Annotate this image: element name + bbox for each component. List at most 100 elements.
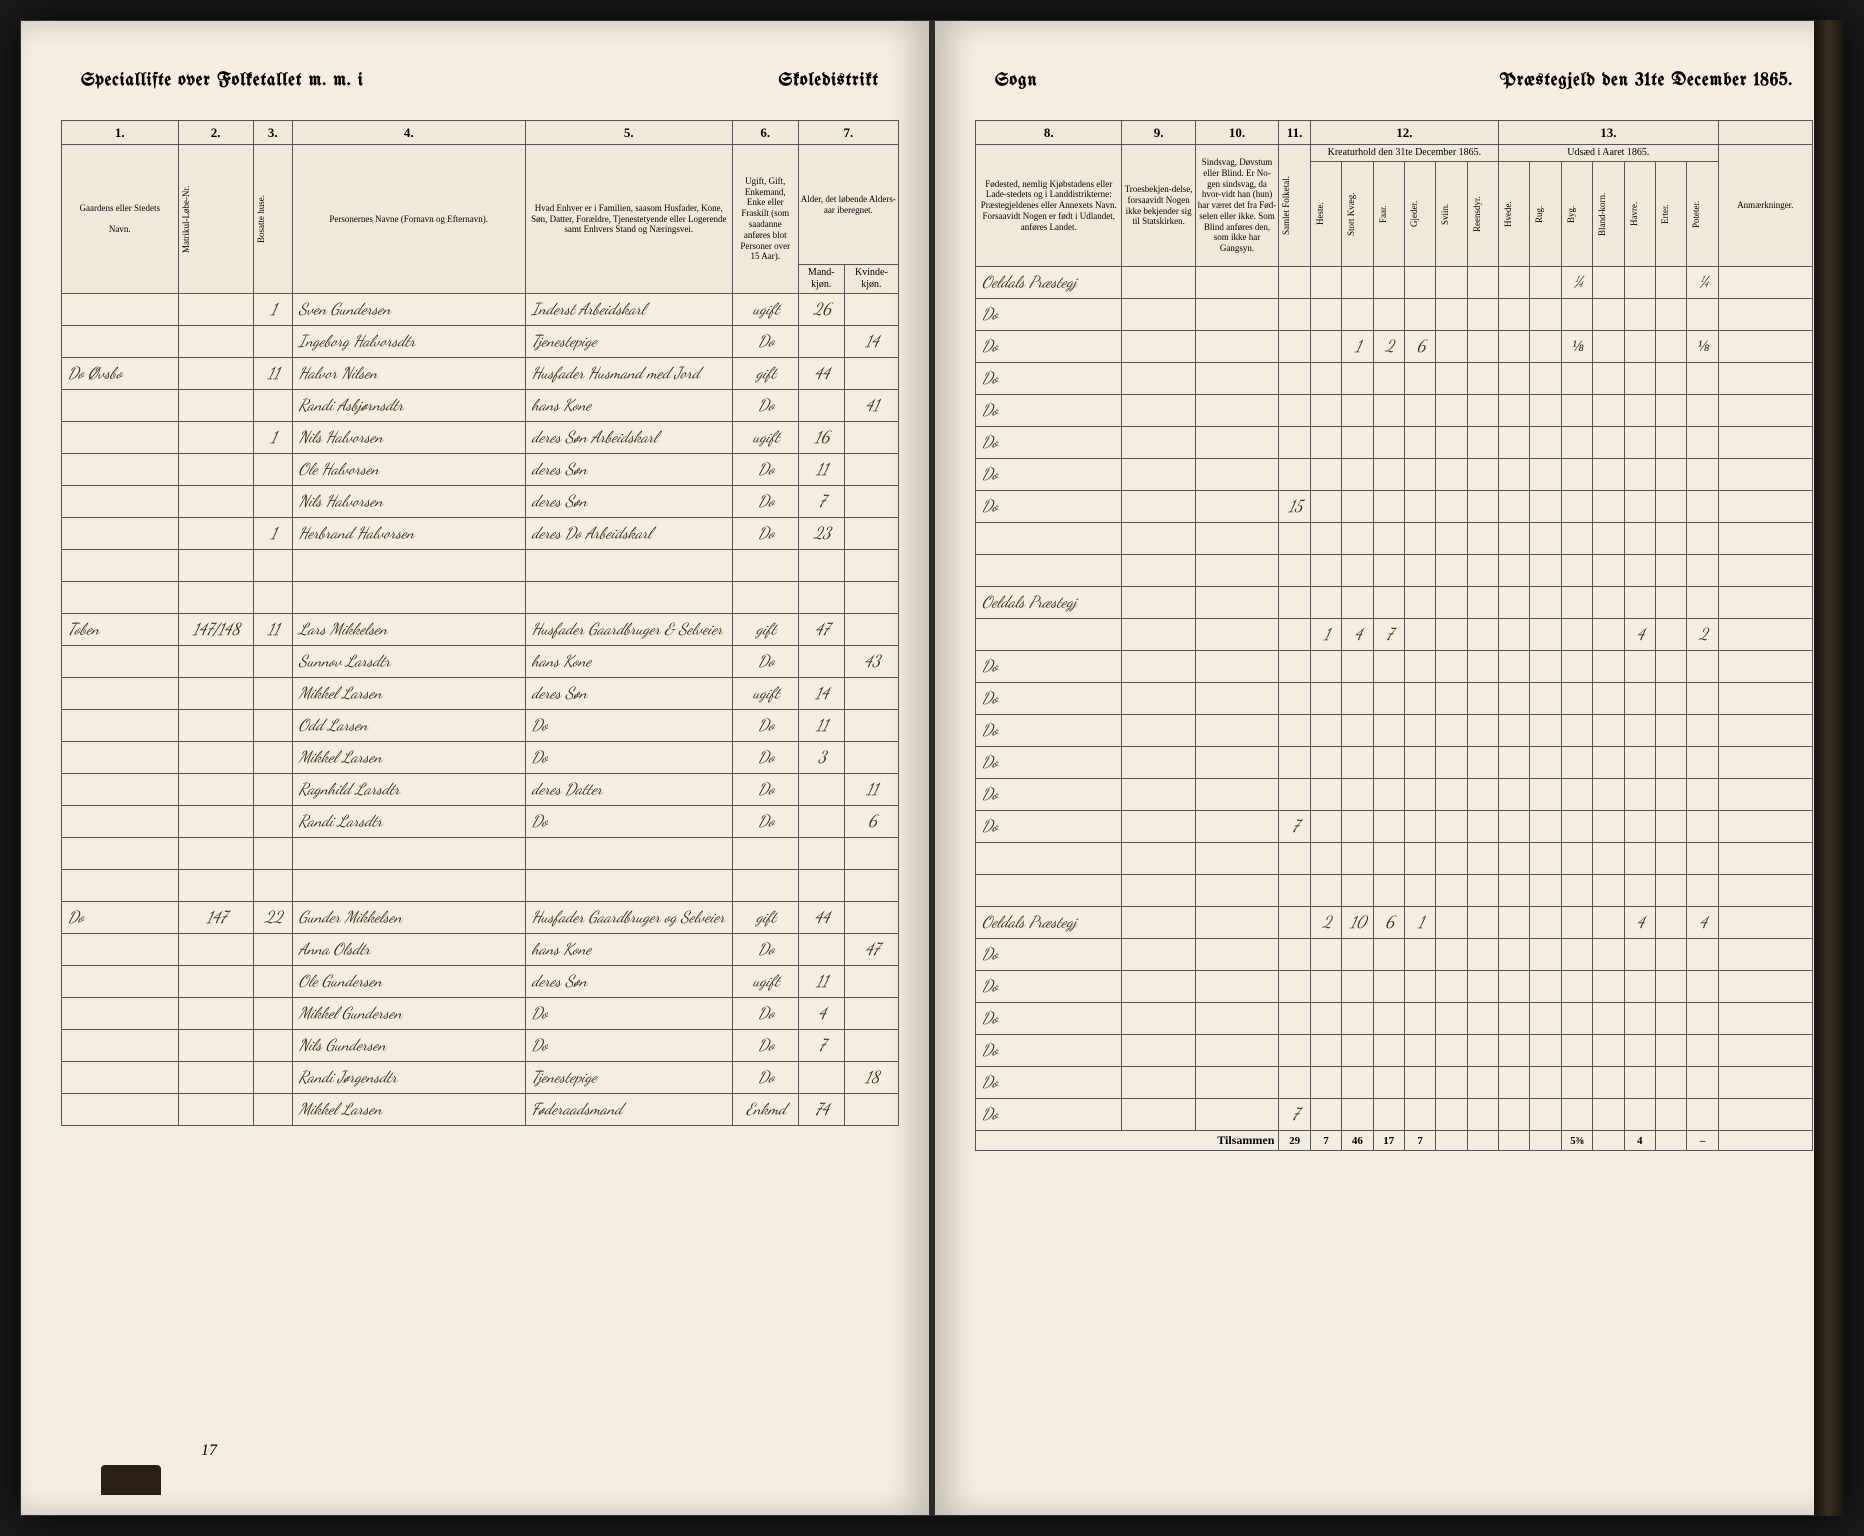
cell-bl bbox=[1593, 619, 1624, 651]
cell-er bbox=[1655, 683, 1686, 715]
cell-po bbox=[1687, 747, 1718, 779]
cell-total: 7 bbox=[1279, 1099, 1310, 1131]
cell-status: Do bbox=[732, 454, 798, 486]
cell-ru bbox=[1530, 523, 1561, 555]
cell-farm bbox=[62, 998, 179, 1030]
cell-status: Do bbox=[732, 934, 798, 966]
cell-age-m bbox=[798, 1062, 844, 1094]
cell-mn bbox=[178, 454, 253, 486]
cell-h bbox=[1310, 587, 1341, 619]
cell-religion bbox=[1122, 907, 1195, 939]
cell-h bbox=[1310, 267, 1341, 299]
cell-bl bbox=[1593, 587, 1624, 619]
cell-bl bbox=[1593, 843, 1624, 875]
cell-by bbox=[1561, 875, 1592, 907]
cell-age-m: 7 bbox=[798, 486, 844, 518]
cell-er bbox=[1655, 299, 1686, 331]
cell-er bbox=[1655, 523, 1686, 555]
cell-hv bbox=[1499, 1067, 1530, 1099]
cell-g bbox=[1404, 779, 1435, 811]
cell-age-f bbox=[844, 902, 898, 934]
cell-farm bbox=[62, 774, 179, 806]
cell-hv bbox=[1499, 907, 1530, 939]
left-table: 1. 2. 3. 4. 5. 6. 7. Gaardens eller Sted… bbox=[61, 120, 899, 1126]
h-hus: Bosatte huse. bbox=[256, 169, 267, 269]
cell-age-f: 18 bbox=[844, 1062, 898, 1094]
cell-birthplace bbox=[976, 843, 1122, 875]
cell-bl bbox=[1593, 523, 1624, 555]
cell-er bbox=[1655, 747, 1686, 779]
cell-birthplace: Do bbox=[976, 971, 1122, 1003]
cell-ha bbox=[1624, 747, 1655, 779]
cell-birthplace: Do bbox=[976, 427, 1122, 459]
cell-birthplace: Do bbox=[976, 459, 1122, 491]
table-row: Do bbox=[976, 683, 1813, 715]
left-title-2: Skoledistrikt bbox=[779, 71, 879, 90]
cell-mn bbox=[178, 390, 253, 422]
cell-er bbox=[1655, 843, 1686, 875]
cell-age-m: 44 bbox=[798, 902, 844, 934]
cell-disability bbox=[1195, 523, 1279, 555]
cell-po: ⅛ bbox=[1687, 331, 1718, 363]
cell-age-f bbox=[844, 454, 898, 486]
cell-g bbox=[1404, 459, 1435, 491]
cell-farm bbox=[62, 486, 179, 518]
cell-disability bbox=[1195, 715, 1279, 747]
cell-f bbox=[1373, 427, 1404, 459]
cell-total bbox=[1279, 875, 1310, 907]
table-row: 1 Nils Halvorsen deres Søn Arbeidskarl u… bbox=[62, 422, 899, 454]
cell-f bbox=[1373, 1035, 1404, 1067]
cell-h bbox=[1310, 779, 1341, 811]
cell-er bbox=[1655, 587, 1686, 619]
cell-ru bbox=[1530, 619, 1561, 651]
right-header: Sogn Præstegjeld den 31te December 1865. bbox=[975, 71, 1813, 90]
cell-farm bbox=[62, 838, 179, 870]
cell-by bbox=[1561, 779, 1592, 811]
cell-age-m bbox=[798, 646, 844, 678]
cell-total bbox=[1279, 331, 1310, 363]
cell-hus: 11 bbox=[253, 614, 292, 646]
cell-mn bbox=[178, 998, 253, 1030]
cell-age-m: 11 bbox=[798, 454, 844, 486]
cell-disability bbox=[1195, 459, 1279, 491]
cell-h bbox=[1310, 875, 1341, 907]
cell-by bbox=[1561, 395, 1592, 427]
cell-po bbox=[1687, 779, 1718, 811]
cell-status: Do bbox=[732, 390, 798, 422]
cell-ru bbox=[1530, 939, 1561, 971]
cell-religion bbox=[1122, 619, 1195, 651]
cell-birthplace: Do bbox=[976, 1003, 1122, 1035]
cell-disability bbox=[1195, 1099, 1279, 1131]
cell-r bbox=[1467, 683, 1498, 715]
cell-k bbox=[1342, 491, 1373, 523]
cell-h: 2 bbox=[1310, 907, 1341, 939]
cell-disability bbox=[1195, 363, 1279, 395]
cell-notes bbox=[1718, 683, 1812, 715]
cell-ru bbox=[1530, 1003, 1561, 1035]
cell-mn bbox=[178, 678, 253, 710]
cell-status: Do bbox=[732, 998, 798, 1030]
cell-r bbox=[1467, 1003, 1498, 1035]
cell-h bbox=[1310, 811, 1341, 843]
cell-r bbox=[1467, 587, 1498, 619]
cell-f bbox=[1373, 1067, 1404, 1099]
cell-religion bbox=[1122, 491, 1195, 523]
cell-ha bbox=[1624, 843, 1655, 875]
cell-age-f bbox=[844, 486, 898, 518]
cell-farm bbox=[62, 582, 179, 614]
cell-hv bbox=[1499, 1035, 1530, 1067]
cell-age-f bbox=[844, 518, 898, 550]
cell-g bbox=[1404, 715, 1435, 747]
cell-po bbox=[1687, 715, 1718, 747]
col-9: 9. bbox=[1122, 121, 1195, 145]
cell-total bbox=[1279, 683, 1310, 715]
cell-disability bbox=[1195, 779, 1279, 811]
cell-hv bbox=[1499, 683, 1530, 715]
cell-ru bbox=[1530, 299, 1561, 331]
cell-h bbox=[1310, 299, 1341, 331]
cell-s bbox=[1436, 523, 1467, 555]
cell-f bbox=[1373, 683, 1404, 715]
table-row: Randi Larsdtr Do Do 6 bbox=[62, 806, 899, 838]
cell-name: Nils Halvorsen bbox=[292, 486, 525, 518]
cell-bl bbox=[1593, 875, 1624, 907]
